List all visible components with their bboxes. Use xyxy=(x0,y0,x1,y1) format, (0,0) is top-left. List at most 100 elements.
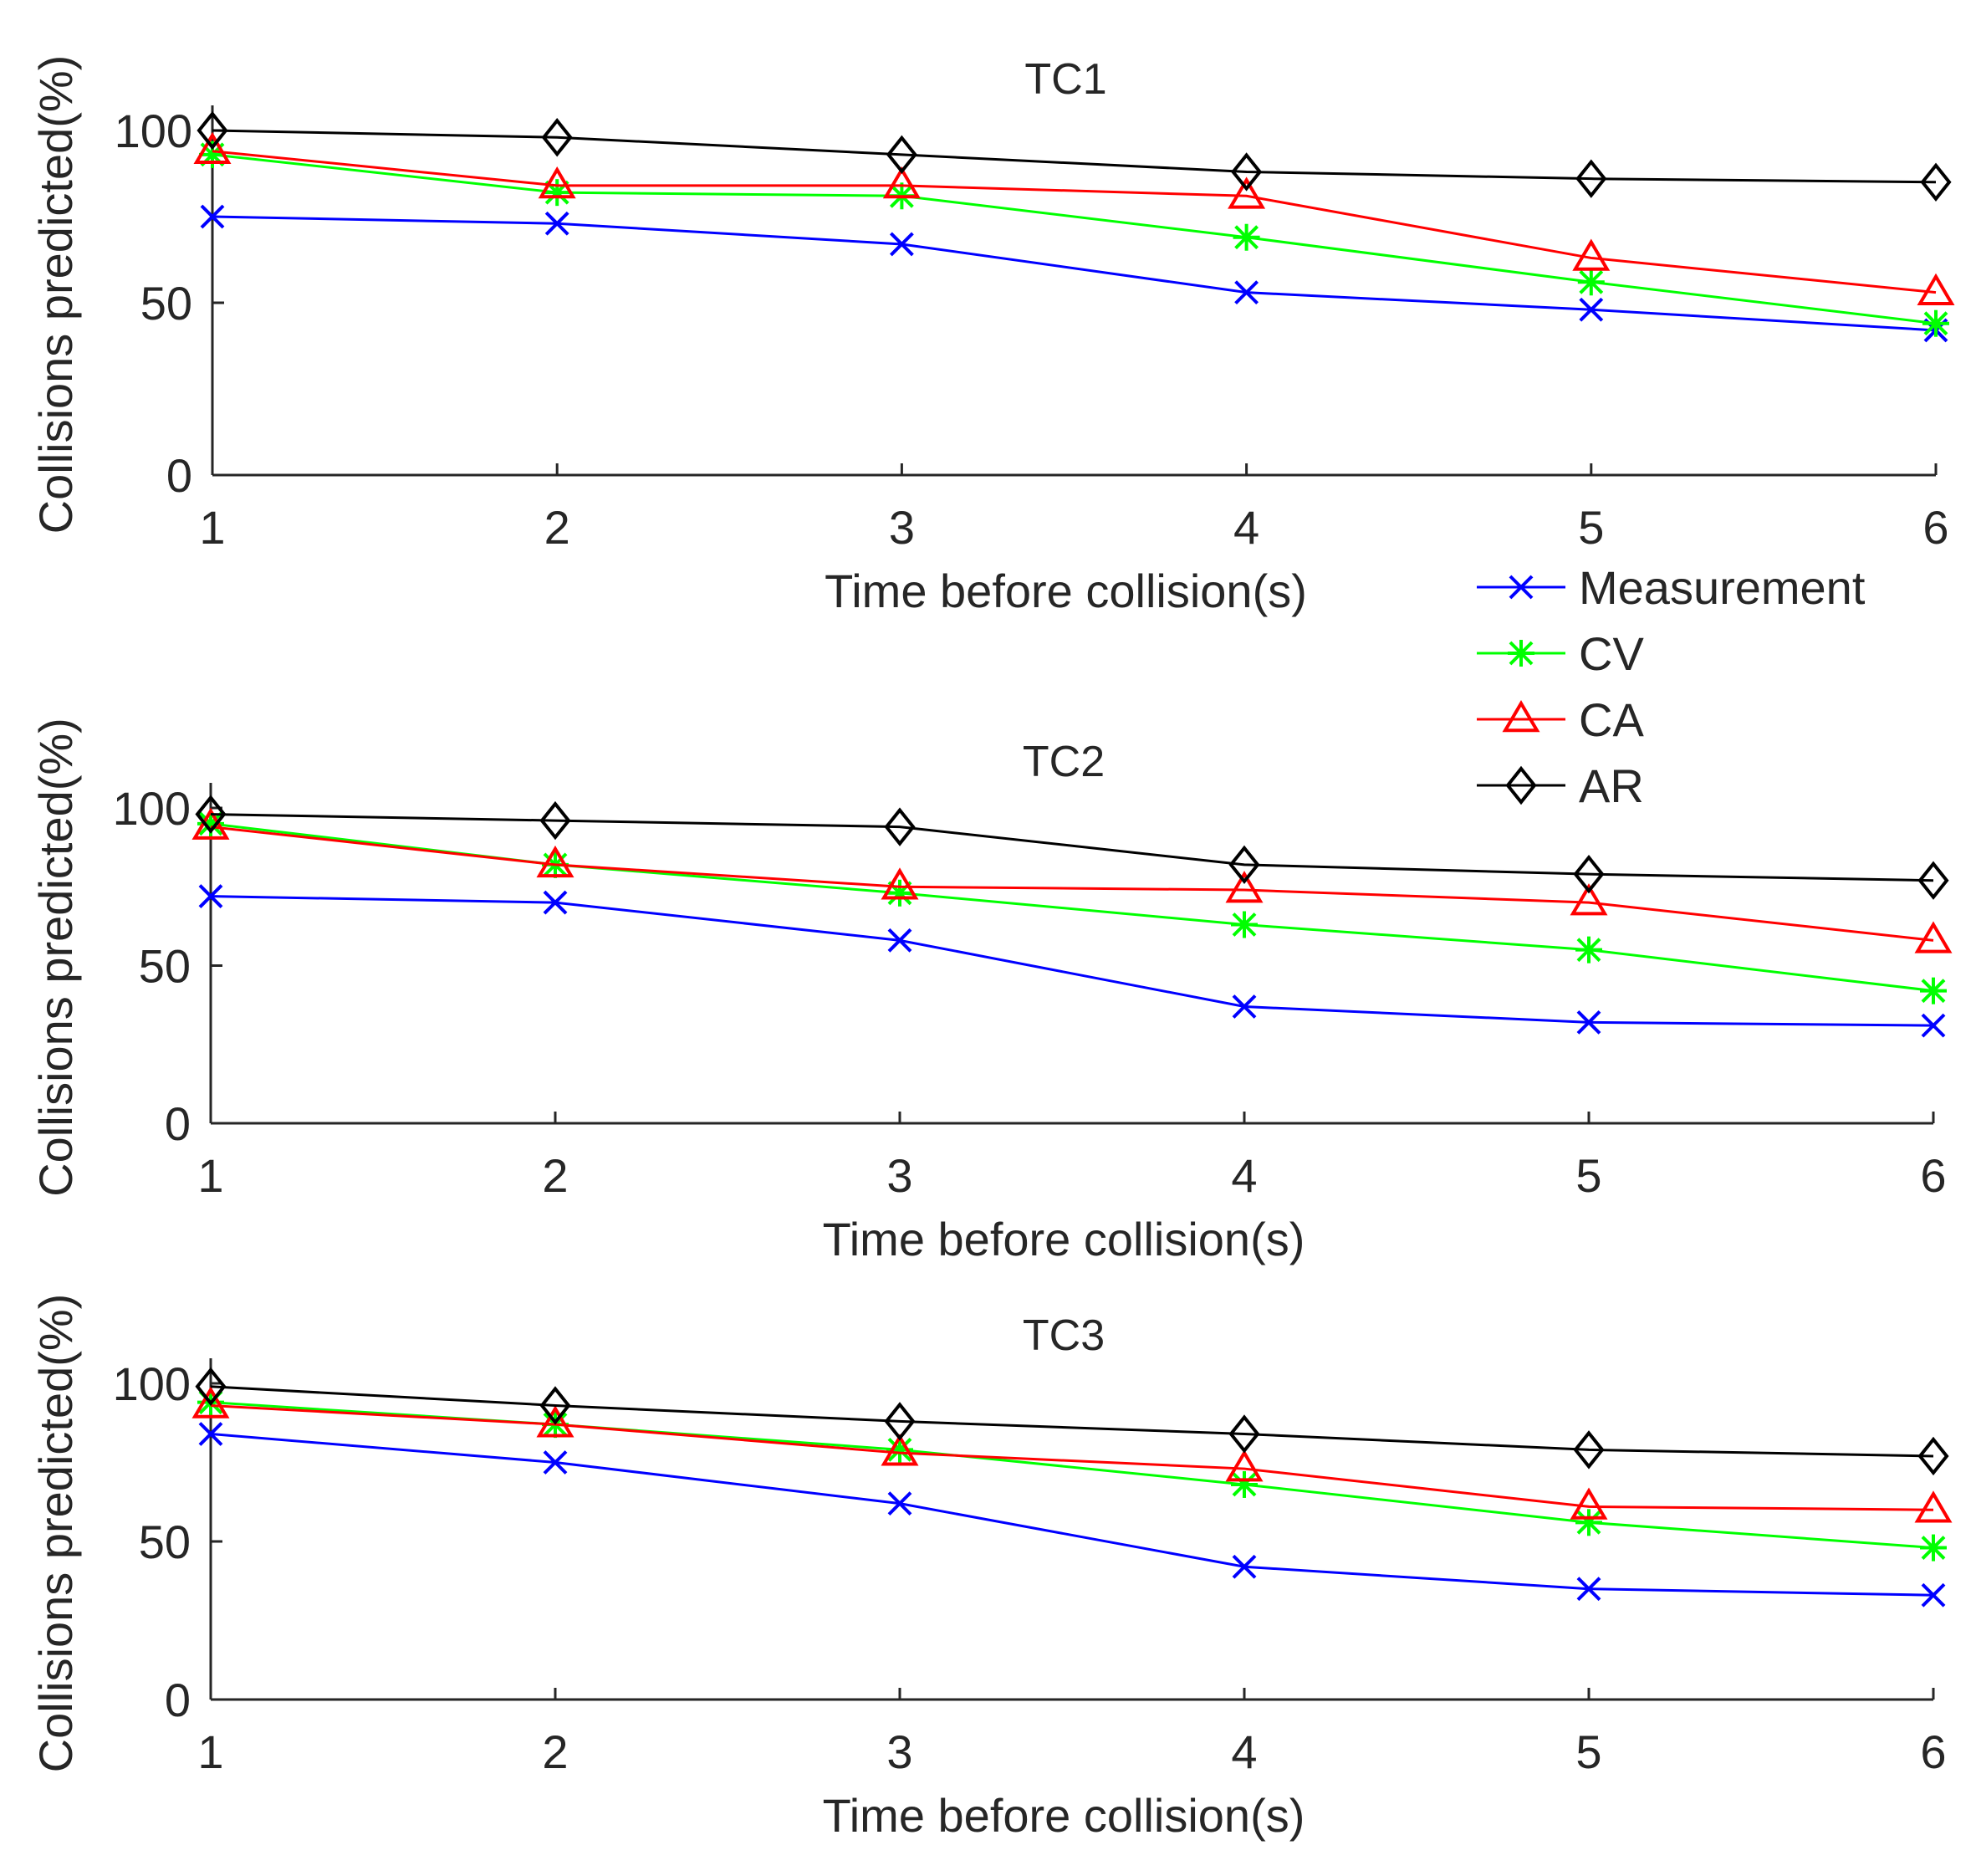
chart-2-ar-point xyxy=(884,807,916,846)
chart-3-title: TC3 xyxy=(1023,1311,1105,1360)
chart-3-measurement-point-stroke-b xyxy=(887,1491,912,1516)
chart-3-series-measurement xyxy=(198,1422,1946,1608)
chart-1-x-label: Time before collision(s) xyxy=(825,565,1307,617)
chart-3-ar-point xyxy=(195,1367,227,1406)
chart-1-series-ar xyxy=(197,110,1952,202)
chart-1-series-cv xyxy=(199,141,1949,337)
chart-3: 1 2 3 4 5 6 0 50 100 TC3 Time before collision(s) C… xyxy=(29,1294,1953,1842)
chart-2-ytick-label: 50 xyxy=(139,940,191,993)
chart-2-ar-line xyxy=(210,813,1934,882)
chart-2-series-cv xyxy=(197,810,1947,1004)
chart-2-ytick-label: 100 xyxy=(113,782,191,835)
chart-3-cv-line xyxy=(210,1401,1934,1550)
chart-3-ca-line xyxy=(210,1403,1934,1511)
chart-1-ca-point xyxy=(882,166,921,199)
chart-3-measurement-point-stroke-b xyxy=(1921,1582,1946,1608)
chart-1-measurement-point-stroke-b xyxy=(200,204,225,229)
chart-3-ca-point xyxy=(191,1386,230,1419)
chart-2-y-label: Collisions predicted(%) xyxy=(29,718,82,1197)
chart-1-y-label: Collisions predicted(%) xyxy=(29,55,82,534)
chart-3-ca-point xyxy=(536,1405,574,1438)
chart-2-ca-point xyxy=(1914,921,1953,953)
chart-2-ytick-label: 0 xyxy=(165,1097,191,1150)
chart-1-xtick-label: 2 xyxy=(544,501,570,554)
chart-2-ca-line xyxy=(210,826,1934,942)
chart-1-ca-point xyxy=(538,166,576,199)
chart-2-ar-point xyxy=(1228,845,1260,885)
chart-2-series-measurement xyxy=(198,884,1946,1038)
legend-ar-marker xyxy=(1505,765,1537,805)
chart-3-measurement-point-stroke-b xyxy=(543,1450,568,1475)
legend-ca-label: CA xyxy=(1579,693,1644,746)
chart-3-ar-point xyxy=(1917,1436,1949,1476)
chart-2-ca-point xyxy=(1570,883,1608,916)
chart-3-ca-point xyxy=(1914,1490,1953,1523)
chart-3-measurement-point-stroke-b xyxy=(198,1422,223,1446)
chart-2-measurement-point-stroke-b xyxy=(1232,994,1257,1019)
chart-2-x-label: Time before collision(s) xyxy=(823,1213,1305,1265)
chart-3-x-label: Time before collision(s) xyxy=(823,1789,1305,1842)
chart-1-ar-point xyxy=(541,118,573,157)
chart-1-ca-point xyxy=(1572,238,1611,271)
chart-2-measurement-point-stroke-b xyxy=(1576,1010,1601,1035)
chart-3-ar-point xyxy=(1228,1414,1260,1454)
chart-3-ytick-label: 50 xyxy=(139,1516,191,1568)
chart-3-ytick-label: 0 xyxy=(165,1674,191,1726)
chart-1-title: TC1 xyxy=(1024,55,1106,104)
chart-3-ca-point xyxy=(1225,1449,1264,1482)
chart-3-y-label: Collisions predicted(%) xyxy=(29,1294,82,1773)
legend-measurement-marker-stroke-b xyxy=(1509,575,1534,600)
chart-3-series-ca xyxy=(191,1386,1953,1523)
chart-2-measurement-point-stroke-b xyxy=(887,928,912,953)
chart-3-xtick-label: 5 xyxy=(1575,1725,1601,1778)
chart-2-xtick-label: 5 xyxy=(1575,1149,1601,1202)
chart-1-cv-line xyxy=(212,153,1937,325)
chart-3-ar-point xyxy=(1573,1430,1605,1470)
chart-2-ar-point xyxy=(1573,854,1605,894)
chart-2-cv-line xyxy=(210,822,1934,993)
chart-1-series-ca xyxy=(193,131,1955,305)
chart-2-ar-point xyxy=(539,800,571,841)
chart-1-ca-point xyxy=(1917,273,1955,305)
legend-measurement-label: Measurement xyxy=(1579,561,1866,614)
chart-1-ar-point xyxy=(1575,159,1607,198)
chart-1-xtick-label: 6 xyxy=(1922,501,1948,554)
chart-3-xtick-label: 4 xyxy=(1231,1725,1257,1778)
chart-3-ca-point xyxy=(1570,1487,1608,1520)
chart-2-xtick-label: 1 xyxy=(197,1149,223,1202)
chart-1-ytick-label: 0 xyxy=(166,449,192,502)
chart-2-ca-point xyxy=(536,845,574,878)
chart-2-ar-point xyxy=(195,795,227,834)
chart-2-xtick-label: 4 xyxy=(1231,1149,1257,1202)
chart-1-ytick-label: 100 xyxy=(115,105,192,157)
chart-2-measurement-point-stroke-b xyxy=(198,884,223,908)
chart-1-ca-point xyxy=(1228,176,1266,209)
chart-3-xtick-label: 3 xyxy=(886,1725,912,1778)
chart-2-measurement-point-stroke-b xyxy=(543,890,568,915)
chart-3-ar-line xyxy=(210,1385,1934,1458)
chart-1: 1 2 3 4 5 6 0 50 100 TC1 Time before collision(s) C… xyxy=(29,55,1955,617)
chart-1-ca-line xyxy=(212,150,1937,294)
chart-3-xtick-label: 6 xyxy=(1920,1725,1946,1778)
chart-1-xtick-label: 4 xyxy=(1233,501,1259,554)
chart-1-ar-point xyxy=(1920,162,1952,202)
legend-cv-label: CV xyxy=(1579,627,1644,680)
chart-3-ytick-label: 100 xyxy=(113,1357,191,1410)
chart-1-ar-point xyxy=(197,110,228,151)
chart-1-xtick-label: 1 xyxy=(199,501,225,554)
chart-1-measurement-point-stroke-b xyxy=(1579,297,1604,322)
chart-1-xtick-label: 5 xyxy=(1578,501,1604,554)
chart-3-measurement-point-stroke-b xyxy=(1232,1554,1257,1579)
chart-2-title: TC2 xyxy=(1023,738,1105,786)
chart-1-measurement-point-stroke-b xyxy=(544,211,569,236)
chart-3-xtick-label: 1 xyxy=(197,1725,223,1778)
chart-2-ca-point xyxy=(881,867,919,900)
chart-2: 1 2 3 4 5 6 0 50 100 TC2 Time before collision(s) C… xyxy=(29,718,1953,1265)
chart-2-ca-point xyxy=(191,807,230,840)
chart-1-ca-point xyxy=(193,131,232,165)
chart-3-measurement-line xyxy=(210,1432,1934,1597)
chart-3-series-ar xyxy=(195,1367,1949,1476)
chart-1-ytick-label: 50 xyxy=(140,277,192,330)
chart-1-ar-point xyxy=(886,135,917,175)
